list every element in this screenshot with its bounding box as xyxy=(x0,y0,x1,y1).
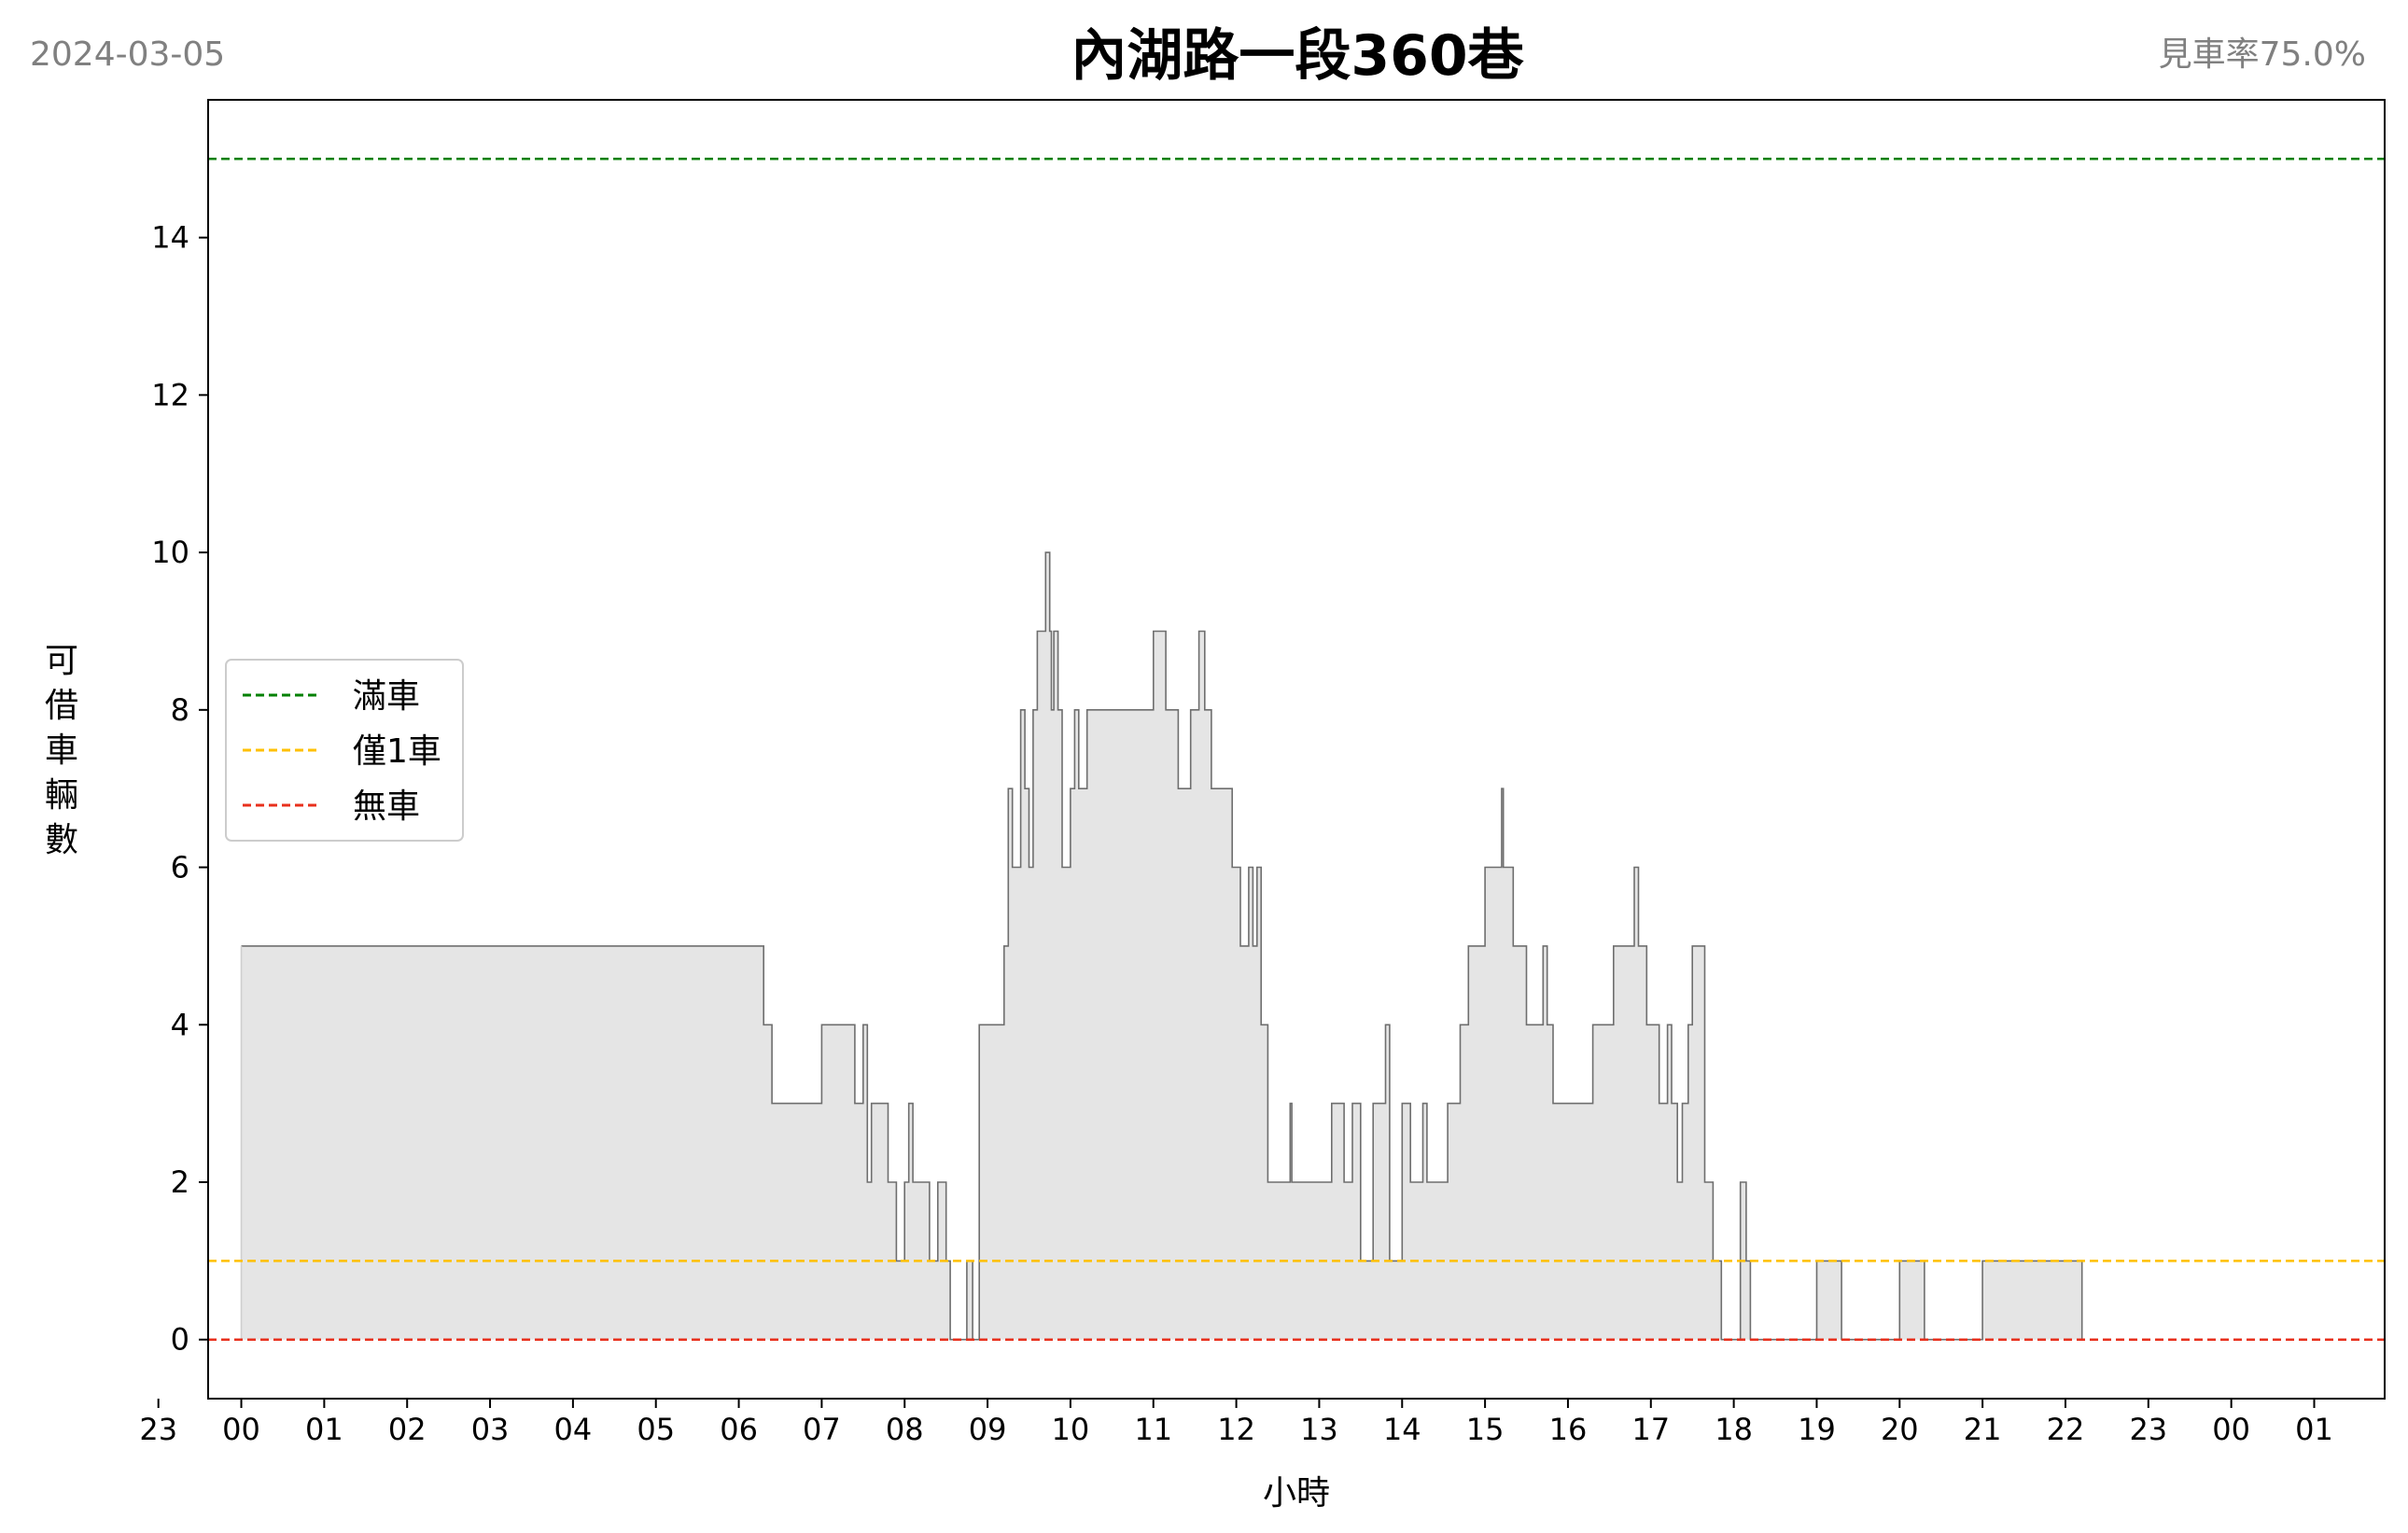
y-tick-label: 14 xyxy=(151,220,189,256)
x-tick-label: 20 xyxy=(1881,1412,1919,1447)
x-tick-label: 07 xyxy=(803,1412,841,1447)
y-axis-label-char: 數 xyxy=(45,821,78,859)
y-axis-label-char: 可 xyxy=(45,642,78,680)
legend-box xyxy=(225,659,464,842)
x-tick-label: 00 xyxy=(222,1412,260,1447)
x-tick-label: 01 xyxy=(2295,1412,2333,1447)
x-tick-label: 18 xyxy=(1715,1412,1753,1447)
x-tick-label: 12 xyxy=(1217,1412,1255,1447)
x-tick-label: 14 xyxy=(1383,1412,1421,1447)
x-tick-label: 08 xyxy=(886,1412,924,1447)
y-axis-label-char: 車 xyxy=(45,732,78,770)
x-tick-label: 19 xyxy=(1798,1412,1836,1447)
x-tick-label: 05 xyxy=(637,1412,675,1447)
x-tick-label: 23 xyxy=(139,1412,177,1447)
y-tick-label: 8 xyxy=(171,692,189,728)
y-tick-label: 0 xyxy=(171,1322,189,1358)
legend-label: 滿車 xyxy=(353,677,420,716)
availability-rate: 見車率75.0% xyxy=(2159,35,2366,74)
plot-area xyxy=(240,551,2083,1341)
legend-label: 僅1車 xyxy=(353,732,441,771)
x-tick-label: 02 xyxy=(388,1412,427,1447)
y-axis-ticks: 0 2 4 6 8 10 12 14 xyxy=(151,220,208,1358)
x-tick-label: 04 xyxy=(554,1412,593,1447)
y-tick-label: 10 xyxy=(151,535,189,570)
y-tick-label: 12 xyxy=(151,377,189,412)
x-tick-label: 10 xyxy=(1052,1412,1090,1447)
legend-label: 無車 xyxy=(353,787,420,826)
x-tick-label: 09 xyxy=(969,1412,1007,1447)
x-tick-label: 21 xyxy=(1964,1412,2002,1447)
availability-area xyxy=(241,552,2082,1340)
x-tick-label: 23 xyxy=(2129,1412,2167,1447)
y-tick-label: 4 xyxy=(171,1007,189,1042)
y-axis-label-char: 借 xyxy=(45,687,78,725)
x-tick-label: 15 xyxy=(1466,1412,1505,1447)
plot-frame xyxy=(207,99,2386,1400)
x-tick-label: 13 xyxy=(1300,1412,1338,1447)
x-axis-ticks: 23 00 01 02 03 04 05 06 07 08 09 10 11 12 13 14 15 16 17 18… xyxy=(139,1399,2333,1447)
y-axis-label-char: 輛 xyxy=(45,776,78,815)
x-axis-label: 小時 xyxy=(1263,1474,1330,1512)
x-tick-label: 01 xyxy=(305,1412,343,1447)
y-tick-label: 6 xyxy=(171,850,189,885)
x-tick-label: 17 xyxy=(1631,1412,1670,1447)
x-tick-label: 06 xyxy=(720,1412,758,1447)
date-label: 2024-03-05 xyxy=(30,35,225,74)
x-tick-label: 00 xyxy=(2212,1412,2250,1447)
chart-title: 內湖路一段360巷 xyxy=(1071,23,1524,89)
x-tick-label: 22 xyxy=(2047,1412,2085,1447)
y-tick-label: 2 xyxy=(171,1164,189,1200)
x-tick-label: 11 xyxy=(1134,1412,1172,1447)
reference-lines xyxy=(208,158,2385,1341)
x-tick-label: 16 xyxy=(1549,1412,1588,1447)
x-tick-label: 03 xyxy=(471,1412,510,1447)
